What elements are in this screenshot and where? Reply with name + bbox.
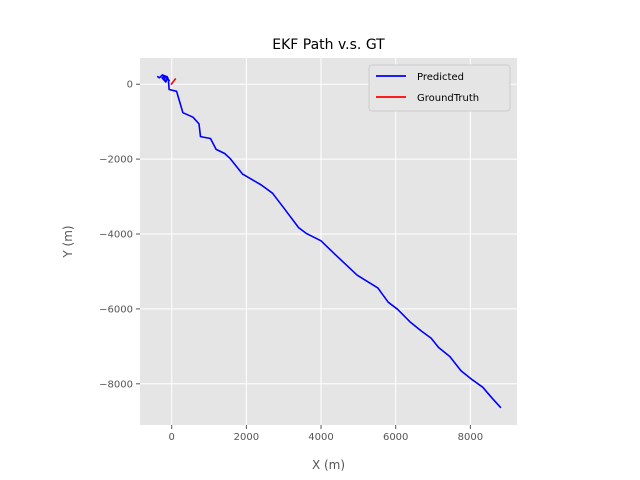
- legend: Predicted GroundTruth: [368, 64, 511, 112]
- chart-title: EKF Path v.s. GT: [272, 37, 385, 53]
- plot-area: [140, 58, 517, 425]
- y-tick-label: 0: [127, 80, 133, 91]
- axis-ticks: 0 2000 4000 6000 8000 0 −2000 −4000 −6000 −8000: [99, 80, 483, 443]
- x-tick-label: 2000: [234, 432, 259, 443]
- y-tick-label: −6000: [99, 304, 133, 315]
- legend-label-predicted: Predicted: [417, 72, 464, 83]
- y-tick-label: −2000: [99, 155, 133, 166]
- y-axis-label: Y (m): [61, 225, 75, 258]
- x-axis-label: X (m): [312, 458, 345, 472]
- series-line-predicted: [156, 74, 502, 409]
- series-line-groundtruth: [170, 78, 177, 86]
- x-tick-label: 6000: [383, 432, 408, 443]
- y-tick-label: −4000: [99, 230, 133, 241]
- x-tick-label: 0: [169, 432, 175, 443]
- x-tick-label: 4000: [308, 432, 333, 443]
- y-tick-label: −8000: [99, 379, 133, 390]
- series-layer: [156, 74, 502, 409]
- legend-label-groundtruth: GroundTruth: [417, 93, 479, 104]
- x-tick-label: 8000: [458, 432, 483, 443]
